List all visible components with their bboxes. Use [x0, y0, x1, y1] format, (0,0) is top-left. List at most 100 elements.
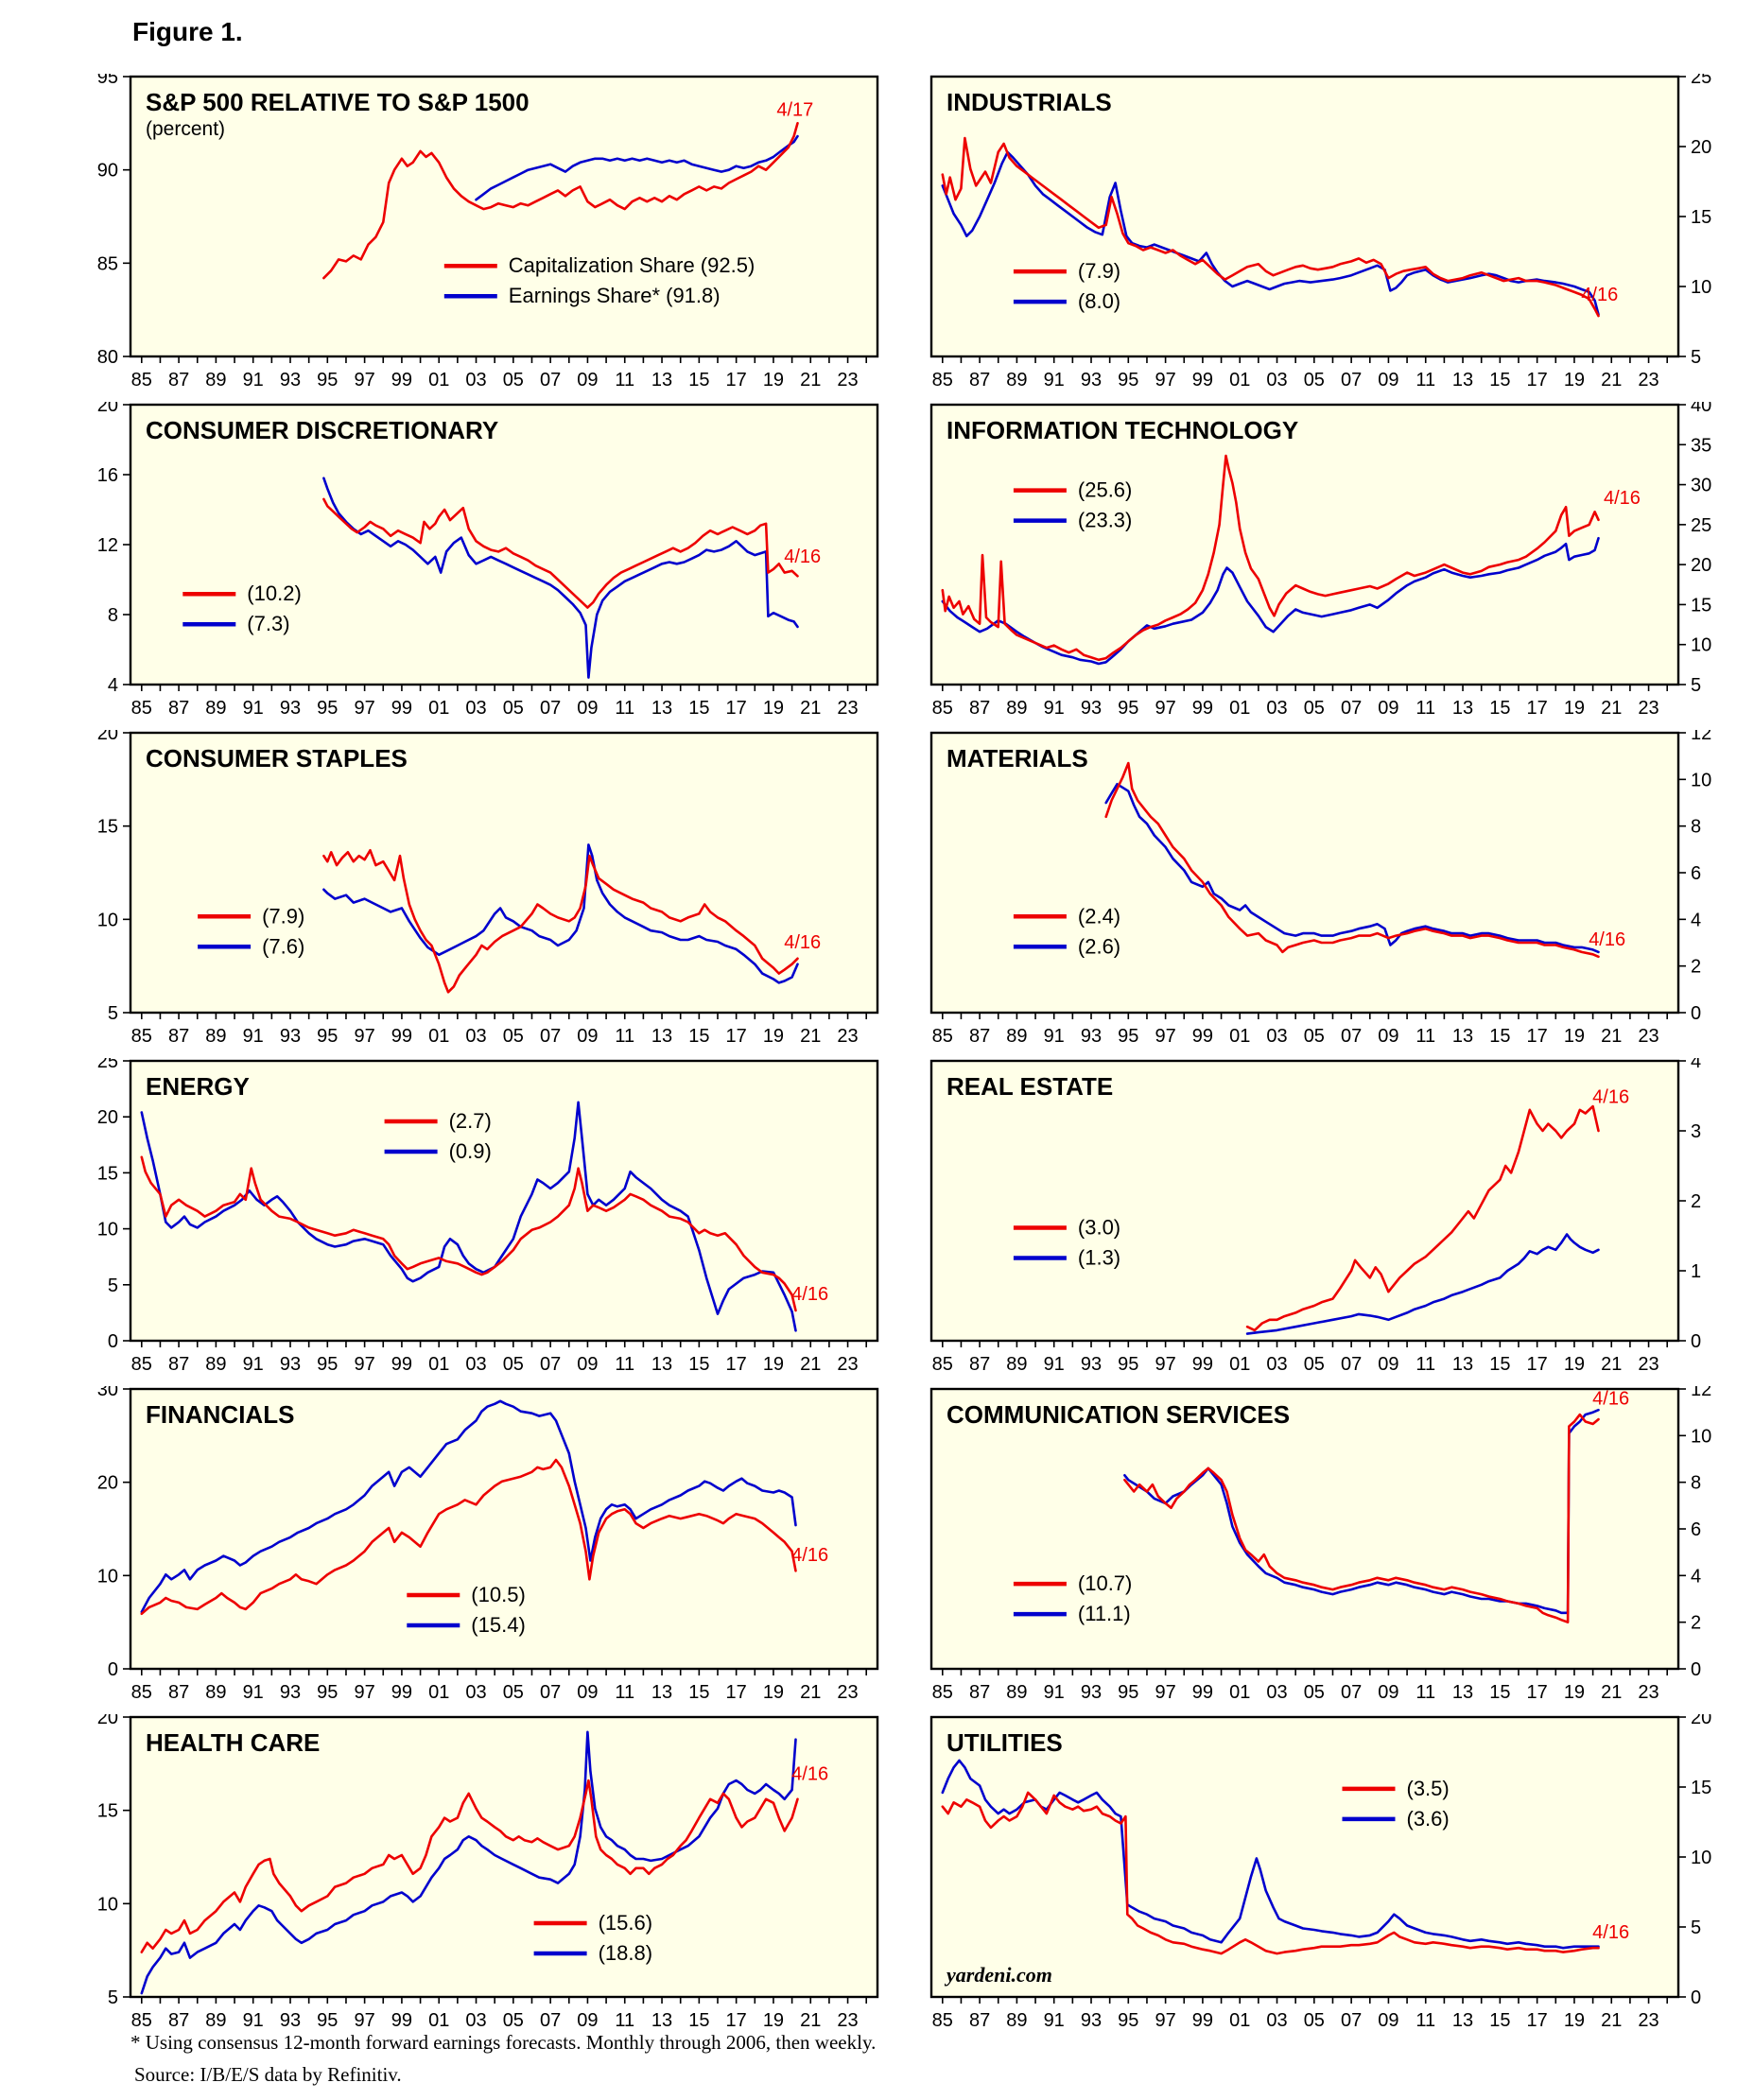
- chart-svg-information-technology: 85 87 89 91 93 95 97 99 01 03 05 07 09 11 13 15 17 19 21 23…: [929, 402, 1711, 719]
- plot-border: [929, 1715, 1680, 1999]
- x-axis-label: 13: [1452, 698, 1473, 719]
- x-axis-label: 03: [1266, 698, 1287, 719]
- x-axis-label: 89: [1006, 1354, 1027, 1375]
- x-axis-label: 07: [1341, 698, 1362, 719]
- chart-svg-consumer-discretionary: 85 87 89 91 93 95 97 99 01 03 05 07 09 11 13 15 17 19 21 23…: [97, 402, 879, 719]
- x-axis-label: 17: [726, 1354, 747, 1375]
- x-axis-label: 23: [1638, 1682, 1658, 1703]
- x-axis-label: 05: [503, 1682, 524, 1703]
- x-axis-label: 21: [1601, 1682, 1622, 1703]
- x-axis-label: 01: [428, 698, 449, 719]
- x-axis-label: 15: [688, 1682, 709, 1703]
- chart-svg-financials: 85 87 89 91 93 95 97 99 01 03 05 07 09 11 13 15 17 19 21 23…: [97, 1386, 879, 1703]
- x-axis-label: 05: [503, 370, 524, 390]
- y-axis-label: 10: [97, 1894, 118, 1915]
- x-axis-label: 89: [1006, 2010, 1027, 2031]
- legend-label-red: (7.9): [262, 904, 304, 928]
- x-axis-label: 19: [763, 1682, 784, 1703]
- x-axis-label: 05: [1304, 1682, 1325, 1703]
- y-axis-label: 0: [108, 1331, 118, 1352]
- x-axis-label: 19: [763, 1354, 784, 1375]
- panel-title: UTILITIES: [946, 1728, 1063, 1757]
- x-axis-label: 13: [651, 370, 672, 390]
- x-axis-label: 95: [317, 370, 338, 390]
- x-axis-label: 89: [1006, 370, 1027, 390]
- x-axis-label: 07: [1341, 1354, 1362, 1375]
- chart-svg-materials: 85 87 89 91 93 95 97 99 01 03 05 07 09 11 13 15 17 19 21 23…: [929, 730, 1711, 1047]
- y-axis-label: 4: [108, 675, 118, 696]
- y-axis-label: 8: [1691, 817, 1701, 838]
- x-axis-label: 89: [205, 370, 226, 390]
- x-axis-label: 17: [1527, 1682, 1548, 1703]
- x-axis-label: 13: [651, 1026, 672, 1047]
- x-axis-label: 09: [577, 2010, 598, 2031]
- x-axis-label: 93: [280, 370, 301, 390]
- x-axis-label: 91: [243, 2010, 264, 2031]
- x-axis-label: 21: [1601, 370, 1622, 390]
- x-axis-label: 85: [131, 1354, 152, 1375]
- x-axis-label: 85: [932, 370, 953, 390]
- x-axis-label: 05: [503, 698, 524, 719]
- x-axis-label: 11: [615, 2010, 634, 2031]
- x-axis-label: 91: [1044, 698, 1065, 719]
- x-axis-label: 87: [168, 2010, 189, 2031]
- x-axis-label: 89: [1006, 698, 1027, 719]
- series-industrials-earnings-share: [941, 150, 1600, 316]
- plot-area: [130, 405, 877, 685]
- plot-border: [929, 1387, 1680, 1671]
- x-axis-label: 15: [688, 1354, 709, 1375]
- x-axis-label: 13: [651, 2010, 672, 2031]
- y-axis-label: 15: [97, 1801, 118, 1822]
- panel-industrials: 85 87 89 91 93 95 97 99 01 03 05 07 09 11 13 15 17 19 21 23…: [879, 74, 1754, 402]
- y-axis-label: 20: [97, 730, 118, 744]
- panel-consumer-staples: 85 87 89 91 93 95 97 99 01 03 05 07 09 11 13 15 17 19 21 23…: [47, 730, 903, 1058]
- x-axis-label: 23: [837, 1354, 858, 1375]
- x-axis-label: 99: [391, 698, 412, 719]
- y-axis-label: 85: [97, 253, 118, 274]
- x-axis-label: 85: [932, 1026, 953, 1047]
- chart-svg-industrials: 85 87 89 91 93 95 97 99 01 03 05 07 09 11 13 15 17 19 21 23…: [929, 74, 1711, 390]
- date-annotation: 4/16: [791, 1284, 828, 1305]
- x-axis-label: 19: [1564, 2010, 1585, 2031]
- date-annotation: 4/16: [1592, 1922, 1629, 1943]
- series-health-care-earnings-share: [140, 1730, 797, 1995]
- x-axis-label: 21: [800, 1354, 821, 1375]
- x-axis-label: 23: [1638, 370, 1658, 390]
- plot-area: [130, 1061, 877, 1341]
- x-axis-label: 23: [837, 1682, 858, 1703]
- y-axis-label: 30: [97, 1386, 118, 1400]
- x-axis-label: 09: [1378, 1354, 1398, 1375]
- x-axis-label: 99: [1192, 698, 1213, 719]
- series-real-estate-cap-share: [1245, 1104, 1600, 1332]
- x-axis-label: 07: [1341, 2010, 1362, 2031]
- y-axis-label: 3: [1691, 1121, 1701, 1142]
- y-axis-label: 0: [1691, 1331, 1701, 1352]
- x-axis-label: 89: [205, 2010, 226, 2031]
- x-axis-label: 23: [1638, 1026, 1658, 1047]
- x-axis-label: 11: [1415, 370, 1435, 390]
- x-axis-label: 01: [1229, 370, 1250, 390]
- legend-label-blue: (11.1): [1078, 1602, 1131, 1625]
- y-axis-label: 10: [97, 1566, 118, 1587]
- legend-label-red: Capitalization Share (92.5): [509, 253, 755, 277]
- y-axis-label: 1: [1691, 1261, 1701, 1282]
- x-axis-label: 97: [1155, 1354, 1175, 1375]
- x-axis-label: 11: [615, 370, 634, 390]
- x-axis-label: 11: [615, 698, 634, 719]
- x-axis-label: 91: [1044, 2010, 1065, 2031]
- series-energy-cap-share: [140, 1155, 797, 1312]
- date-annotation: 4/16: [784, 547, 821, 567]
- x-axis-label: 91: [243, 1354, 264, 1375]
- y-axis-label: 4: [1691, 1058, 1701, 1072]
- series-sp500-rel-capitalization-share: [322, 121, 799, 280]
- x-axis-label: 93: [1081, 2010, 1102, 2031]
- footnote-source: Source: I/B/E/S data by Refinitiv.: [134, 2063, 402, 2086]
- y-axis-label: 30: [1691, 476, 1711, 496]
- x-axis-label: 97: [1155, 698, 1175, 719]
- plot-border: [129, 1059, 879, 1343]
- y-axis-label: 20: [1691, 555, 1711, 576]
- legend-label-blue: (8.0): [1078, 289, 1120, 313]
- x-axis-label: 03: [465, 1354, 486, 1375]
- y-axis-label: 20: [1691, 1714, 1711, 1728]
- panel-title: INFORMATION TECHNOLOGY: [946, 416, 1298, 444]
